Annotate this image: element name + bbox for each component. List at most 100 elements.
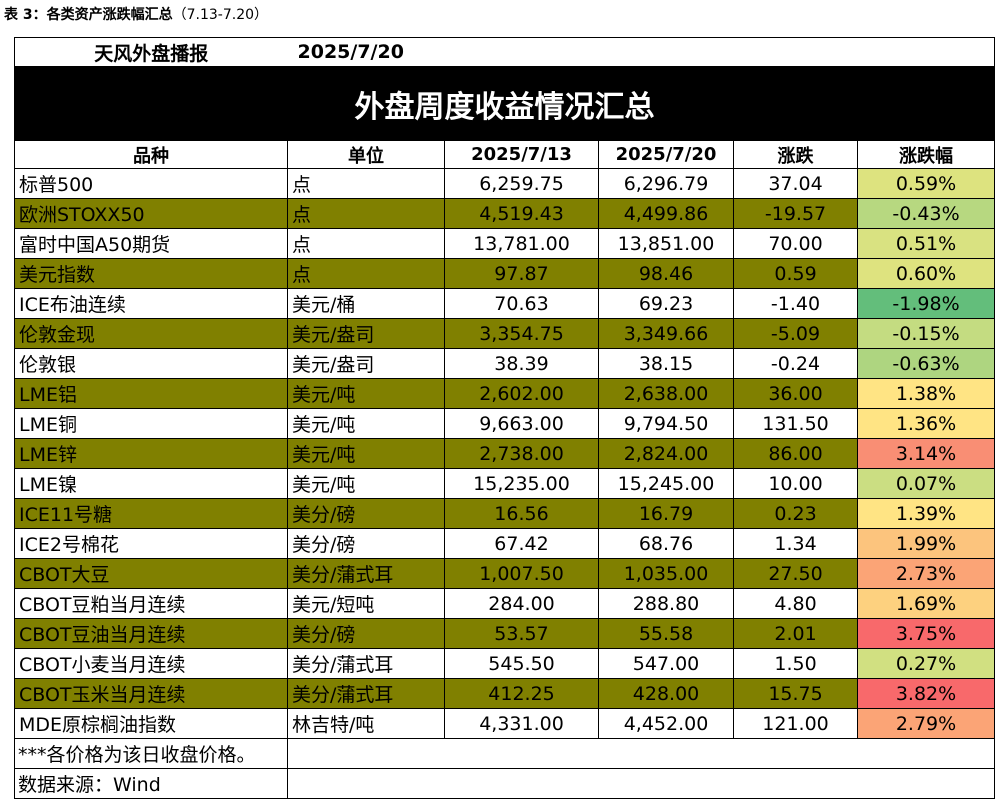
row-prev: 3,354.75 [443, 318, 600, 349]
row-change: 1.34 [733, 528, 859, 559]
row-change: 27.50 [733, 558, 859, 589]
row-pct: 1.39% [857, 498, 996, 529]
row-unit: 美分/磅 [287, 528, 445, 559]
row-curr: 2,638.00 [598, 378, 735, 409]
row-change: 37.04 [733, 168, 859, 199]
row-name: LME铝 [14, 378, 288, 409]
row-curr: 69.23 [598, 288, 735, 319]
row-change: 121.00 [733, 708, 859, 739]
row-pct: 1.69% [857, 588, 996, 619]
table-row: MDE原棕榈油指数 林吉特/吨 4,331.00 4,452.00 121.00 2.79… [14, 708, 996, 739]
row-name: CBOT豆粕当月连续 [14, 588, 288, 619]
table-row: LME铜 美元/吨 9,663.00 9,794.50 131.50 1.36% [14, 408, 996, 439]
table-row: 伦敦金现 美元/盎司 3,354.75 3,349.66 -5.09 -0.15% [14, 318, 996, 349]
row-pct: -0.15% [857, 318, 996, 349]
row-name: CBOT豆油当月连续 [14, 618, 288, 649]
row-prev: 6,259.75 [443, 168, 600, 199]
row-pct: 2.73% [857, 558, 996, 589]
row-unit: 美分/磅 [287, 618, 445, 649]
row-name: 伦敦金现 [14, 318, 288, 349]
row-name: 美元指数 [14, 258, 288, 289]
row-unit: 美元/吨 [287, 468, 445, 499]
row-curr: 15,245.00 [598, 468, 735, 499]
row-curr: 9,794.50 [598, 408, 735, 439]
row-change: 1.50 [733, 648, 859, 679]
row-curr: 2,824.00 [598, 438, 735, 469]
table-row: LME镍 美元/吨 15,235.00 15,245.00 10.00 0.07% [14, 468, 996, 499]
row-prev: 13,781.00 [443, 228, 600, 259]
note-blank [286, 738, 996, 769]
row-name: LME铜 [14, 408, 288, 439]
row-name: MDE原棕榈油指数 [14, 708, 288, 739]
row-name: ICE2号棉花 [14, 528, 288, 559]
row-unit: 美分/蒲式耳 [287, 648, 445, 679]
row-pct: 1.36% [857, 408, 996, 439]
row-prev: 15,235.00 [443, 468, 600, 499]
table-row: 标普500 点 6,259.75 6,296.79 37.04 0.59% [14, 168, 996, 199]
row-unit: 点 [287, 198, 445, 229]
row-name: CBOT玉米当月连续 [14, 678, 288, 709]
row-curr: 4,499.86 [598, 198, 735, 229]
row-change: 36.00 [733, 378, 859, 409]
row-change: 0.23 [733, 498, 859, 529]
row-change: 0.59 [733, 258, 859, 289]
table-row: CBOT玉米当月连续 美分/蒲式耳 412.25 428.00 15.75 3.82% [14, 678, 996, 709]
row-prev: 412.25 [443, 678, 600, 709]
row-unit: 点 [287, 228, 445, 259]
page-title: 外盘周度收益情况汇总 [13, 66, 996, 141]
report-header-row: 天风外盘播报 2025/7/20 [14, 37, 996, 67]
row-prev: 9,663.00 [443, 408, 600, 439]
row-name: CBOT大豆 [14, 558, 288, 589]
row-unit: 点 [287, 168, 445, 199]
table-row: 欧洲STOXX50 点 4,519.43 4,499.86 -19.57 -0.43% [14, 198, 996, 229]
row-pct: 2.79% [857, 708, 996, 739]
row-unit: 美分/蒲式耳 [287, 558, 445, 589]
table-row: 美元指数点 97.87 98.46 0.59 0.60% [14, 258, 996, 289]
row-change: 131.50 [733, 408, 859, 439]
caption-range: （7.13-7.20） [172, 7, 269, 23]
row-curr: 4,452.00 [598, 708, 735, 739]
row-pct: 0.59% [857, 168, 996, 199]
row-prev: 284.00 [443, 588, 600, 619]
row-name: CBOT小麦当月连续 [14, 648, 288, 679]
row-name: LME镍 [14, 468, 288, 499]
table-caption: 表 3：各类资产涨跌幅汇总（7.13-7.20） [4, 4, 268, 24]
row-pct: 1.38% [857, 378, 996, 409]
row-prev: 67.42 [443, 528, 600, 559]
row-prev: 2,738.00 [443, 438, 600, 469]
row-unit: 美元/盎司 [287, 348, 445, 379]
table-row: 伦敦银 美元/盎司 38.39 38.15 -0.24 -0.63% [14, 348, 996, 379]
row-curr: 288.80 [598, 588, 735, 619]
row-curr: 1,035.00 [598, 558, 735, 589]
row-unit: 美元/短吨 [287, 588, 445, 619]
row-pct: 3.82% [857, 678, 996, 709]
table-row: ICE11号糖 美分/磅 16.56 16.79 0.23 1.39% [14, 498, 996, 529]
row-curr: 38.15 [598, 348, 735, 379]
caption-label: 表 3：各类资产涨跌幅汇总 [4, 7, 173, 23]
table-row: 富时中国A50期货点 13,781.00 13,851.00 70.00 0.51% [14, 228, 996, 259]
row-name: LME锌 [14, 438, 288, 469]
table-row: CBOT豆油当月连续 美分/磅 53.57 55.58 2.01 3.75% [14, 618, 996, 649]
row-prev: 4,519.43 [443, 198, 600, 229]
row-pct: -1.98% [857, 288, 996, 319]
row-unit: 林吉特/吨 [287, 708, 445, 739]
row-name: 标普500 [14, 168, 288, 199]
row-curr: 98.46 [598, 258, 735, 289]
row-change: 10.00 [733, 468, 859, 499]
row-unit: 美元/吨 [287, 408, 445, 439]
row-curr: 16.79 [598, 498, 735, 529]
row-pct: 0.27% [857, 648, 996, 679]
row-pct: 3.14% [857, 438, 996, 469]
column-header-row: 品种 单位 2025/7/13 2025/7/20 涨跌 涨跌幅 [14, 140, 996, 169]
row-change: 15.75 [733, 678, 859, 709]
summary-sheet: 天风外盘播报 2025/7/20 外盘周度收益情况汇总 品种 单位 2025/7… [13, 37, 996, 799]
table-row: ICE布油连续 美元/桶 70.63 69.23 -1.40 -1.98% [14, 288, 996, 319]
row-prev: 53.57 [443, 618, 600, 649]
row-prev: 38.39 [443, 348, 600, 379]
row-change: -1.40 [733, 288, 859, 319]
table-row: ICE2号棉花 美分/磅 67.42 68.76 1.34 1.99% [14, 528, 996, 559]
col-header-name: 品种 [14, 140, 288, 169]
row-name: 伦敦银 [14, 348, 288, 379]
row-prev: 97.87 [443, 258, 600, 289]
report-date: 2025/7/20 [287, 37, 599, 67]
